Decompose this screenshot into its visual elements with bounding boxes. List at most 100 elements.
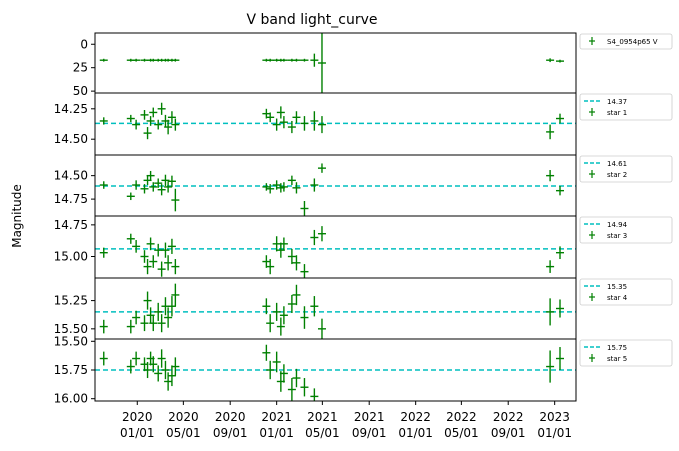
x-tick-label-year: 2021 — [307, 410, 338, 424]
panel-frame — [94, 215, 577, 279]
legend-label: star 3 — [607, 232, 627, 240]
x-tick-label-date: 01/01 — [259, 426, 294, 440]
data-point — [279, 58, 288, 62]
data-point — [279, 306, 288, 325]
data-point — [149, 107, 158, 118]
data-point — [167, 111, 176, 124]
data-point — [140, 184, 149, 194]
data-point — [157, 261, 166, 277]
data-point — [164, 255, 173, 271]
panel-frame — [94, 277, 577, 340]
data-point — [317, 116, 326, 134]
data-point — [149, 315, 158, 332]
x-tick-label-year: 2023 — [539, 410, 570, 424]
x-tick-label-year: 2020 — [122, 410, 153, 424]
data-point — [171, 259, 180, 275]
data-point — [292, 111, 301, 124]
data-point — [157, 184, 166, 196]
chart-title: V band light_curve — [247, 12, 378, 28]
data-point — [164, 307, 173, 328]
data-point — [310, 178, 319, 192]
legend-label: 14.37 — [607, 98, 627, 106]
data-point — [272, 351, 281, 373]
data-point — [132, 119, 141, 130]
data-points — [99, 33, 565, 93]
panel-3: 14.50 14.75 14.61 star 2 — [54, 154, 673, 217]
data-point — [143, 259, 152, 275]
legend: 15.75 star 5 — [579, 339, 673, 367]
data-point — [161, 174, 170, 186]
data-point — [292, 58, 301, 62]
data-point — [556, 113, 565, 124]
legend-label: star 1 — [607, 109, 627, 117]
data-point — [140, 110, 149, 120]
panel-5: 15.25 15.50 15.35 star 4 — [54, 277, 673, 340]
x-tick-label-date: 09/01 — [491, 426, 526, 440]
data-point — [146, 116, 155, 126]
x-tick-label-date: 09/01 — [213, 426, 248, 440]
panel-2: 14.25 14.50 14.37 star 1 — [54, 92, 673, 156]
data-point — [287, 294, 296, 314]
x-tick-label-year: 2022 — [493, 410, 524, 424]
data-point — [99, 58, 108, 62]
data-point — [546, 124, 555, 140]
x-tick-label-year: 2021 — [261, 410, 292, 424]
data-point — [287, 120, 296, 134]
data-point — [140, 315, 149, 332]
data-point — [154, 178, 163, 188]
legend-label: 15.35 — [607, 283, 627, 291]
data-point — [279, 364, 288, 383]
data-point — [546, 170, 555, 182]
data-point — [546, 298, 555, 326]
data-point — [556, 347, 565, 370]
data-point — [300, 306, 309, 329]
data-point — [310, 296, 319, 317]
y-tick-label: 0 — [80, 37, 88, 51]
legend-label: S4_0954p65 V — [607, 38, 658, 46]
data-point — [146, 170, 155, 181]
data-point — [149, 182, 158, 192]
data-point — [279, 237, 288, 251]
data-point — [164, 181, 173, 193]
legend: 15.35 star 4 — [579, 278, 673, 306]
data-point — [126, 192, 135, 201]
data-point — [272, 118, 281, 131]
data-point — [266, 184, 275, 194]
data-point — [266, 314, 275, 333]
data-point — [154, 365, 163, 382]
data-point — [556, 59, 565, 63]
x-tick-label-year: 2021 — [354, 410, 385, 424]
data-point — [99, 319, 108, 334]
y-tick-label: 14.75 — [54, 192, 88, 206]
y-tick-label: 15.00 — [54, 249, 88, 263]
y-axis-label: Magnitude — [10, 184, 24, 248]
y-tick-label: 14.50 — [54, 169, 88, 183]
data-point — [287, 248, 296, 265]
legend-box — [579, 33, 673, 50]
data-point — [310, 111, 319, 131]
y-tick-label: 15.50 — [54, 334, 88, 348]
legend-label: star 5 — [607, 355, 627, 363]
legend-box — [579, 339, 673, 367]
panel-4: 14.75 15.00 14.94 star 3 — [54, 215, 673, 279]
data-points — [99, 283, 565, 339]
data-point — [167, 365, 176, 387]
x-tick-label-date: 01/01 — [398, 426, 433, 440]
data-point — [167, 296, 176, 317]
data-point — [272, 180, 281, 190]
data-point — [262, 298, 271, 315]
data-point — [300, 58, 309, 62]
data-point — [143, 127, 152, 140]
data-point — [317, 318, 326, 339]
data-point — [287, 175, 296, 186]
data-point — [292, 368, 301, 388]
data-point — [300, 200, 309, 216]
data-point — [317, 226, 326, 242]
data-point — [132, 310, 141, 325]
y-tick-label: 15.50 — [54, 322, 88, 336]
data-point — [143, 291, 152, 310]
y-tick-label: 15.75 — [54, 363, 88, 377]
data-point — [279, 182, 288, 192]
x-tick-label-date: 05/01 — [166, 426, 201, 440]
data-point — [164, 119, 173, 135]
